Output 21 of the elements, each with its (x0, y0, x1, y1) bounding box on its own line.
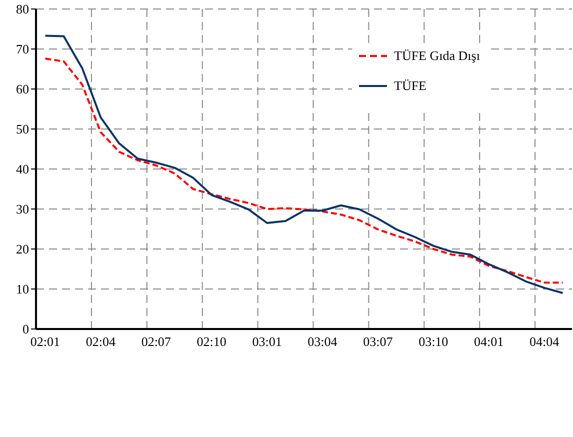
y-tick-label: 80 (16, 2, 29, 17)
y-tick-label: 60 (16, 82, 29, 97)
x-tick-label: 04:01 (474, 334, 504, 350)
legend-label: TÜFE (394, 78, 426, 94)
y-tick-label: 10 (16, 282, 29, 297)
x-tick-label: 02:01 (30, 334, 60, 350)
x-tick-label: 03:10 (418, 334, 448, 350)
x-tick-label: 02:10 (196, 334, 226, 350)
y-tick-label: 20 (16, 242, 29, 257)
y-tick-label: 50 (16, 122, 29, 137)
x-tick-label: 03:07 (363, 334, 394, 350)
x-tick-label: 02:07 (141, 334, 172, 350)
x-tick-label: 03:04 (308, 334, 338, 350)
x-tick-label: 02:04 (86, 334, 116, 350)
y-tick-label: 0 (22, 322, 29, 337)
y-tick-label: 40 (16, 162, 29, 177)
y-tick-label: 70 (16, 42, 29, 57)
x-tick-label: 04:04 (529, 334, 560, 350)
legend-label: TÜFE Gıda Dışı (394, 48, 480, 64)
y-tick-label: 30 (16, 202, 29, 217)
x-tick-label: 03:01 (252, 334, 282, 350)
